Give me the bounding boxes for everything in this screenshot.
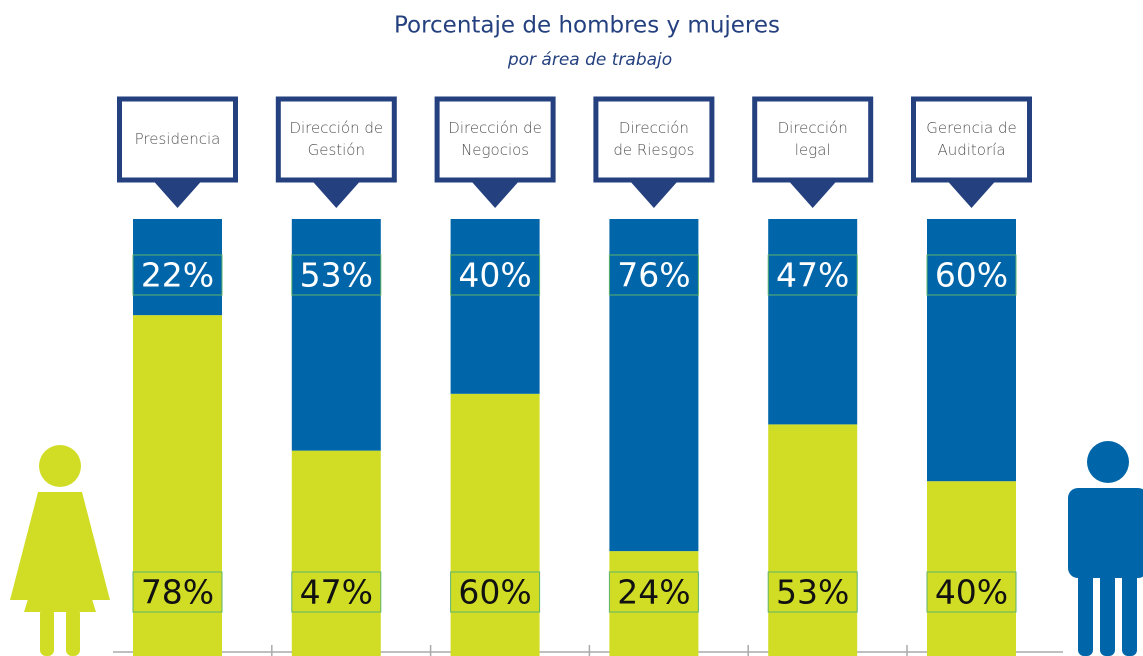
value-label-box — [132, 571, 223, 613]
value-label: 40% — [458, 256, 531, 295]
category-label: Gerencia de Auditoría — [926, 118, 1017, 159]
category-pointer — [153, 181, 202, 208]
chart-title: Porcentaje de hombres y mujeres — [394, 13, 780, 39]
bar-segment — [133, 315, 222, 656]
value-label: 47% — [300, 573, 373, 612]
bar-segment — [450, 219, 540, 394]
bar-segment — [291, 219, 381, 451]
chart-subtitle: por área de trabajo — [507, 50, 672, 70]
category-label-box: Dirección de Gestión — [289, 118, 384, 159]
category-box — [117, 96, 238, 183]
value-label-box — [608, 571, 699, 613]
category-pointer — [471, 181, 520, 208]
value-label: 60% — [458, 573, 531, 612]
bar-segment — [768, 219, 858, 425]
value-label-box — [291, 254, 382, 296]
bar-segment — [291, 450, 381, 656]
category-box — [434, 96, 556, 183]
value-label: 76% — [617, 256, 690, 295]
woman-icon — [10, 445, 110, 656]
value-label: 53% — [776, 573, 849, 612]
value-label: 78% — [141, 573, 214, 612]
value-label-box — [450, 571, 541, 613]
value-label: 40% — [935, 573, 1008, 612]
value-label: 22% — [141, 256, 214, 295]
bar-segment — [768, 424, 858, 656]
category-box — [752, 96, 874, 183]
value-label-box — [291, 571, 382, 613]
value-label-box — [767, 254, 858, 296]
value-label: 47% — [776, 256, 849, 295]
value-label-box — [132, 254, 223, 296]
category-label-box: Dirección legal — [777, 118, 848, 159]
bar-segment — [927, 219, 1016, 482]
category-pointer — [947, 181, 996, 208]
category-label: Presidencia — [134, 129, 221, 148]
value-label: 60% — [935, 256, 1008, 295]
category-label-box: Dirección de Negocios — [448, 118, 542, 159]
category-label-box: Gerencia de Auditoría — [926, 118, 1017, 159]
bar-segment — [133, 219, 222, 316]
value-label-box — [767, 571, 858, 613]
category-box — [593, 96, 715, 183]
bar-segment — [927, 481, 1016, 656]
category-pointer — [629, 181, 678, 208]
value-label-box — [450, 254, 541, 296]
category-pointer — [312, 181, 361, 208]
bar-segment — [609, 219, 699, 552]
value-label: 53% — [300, 256, 373, 295]
value-label: 24% — [617, 573, 690, 612]
bar-segment — [450, 393, 540, 656]
category-label: Dirección legal — [777, 118, 848, 159]
category-box — [911, 96, 1032, 183]
category-label: Dirección de Gestión — [289, 118, 384, 159]
value-label-box — [926, 571, 1017, 613]
category-label: Dirección de Riesgos — [613, 118, 695, 159]
value-label-box — [926, 254, 1017, 296]
category-pointer — [788, 181, 837, 208]
bar-segment — [609, 551, 699, 656]
value-label-box — [608, 254, 699, 296]
category-label: Dirección de Negocios — [448, 118, 542, 159]
category-label-box: Dirección de Riesgos — [613, 118, 695, 159]
category-label-box: Presidencia — [134, 129, 221, 148]
category-box — [275, 96, 397, 183]
man-icon — [1068, 441, 1143, 656]
